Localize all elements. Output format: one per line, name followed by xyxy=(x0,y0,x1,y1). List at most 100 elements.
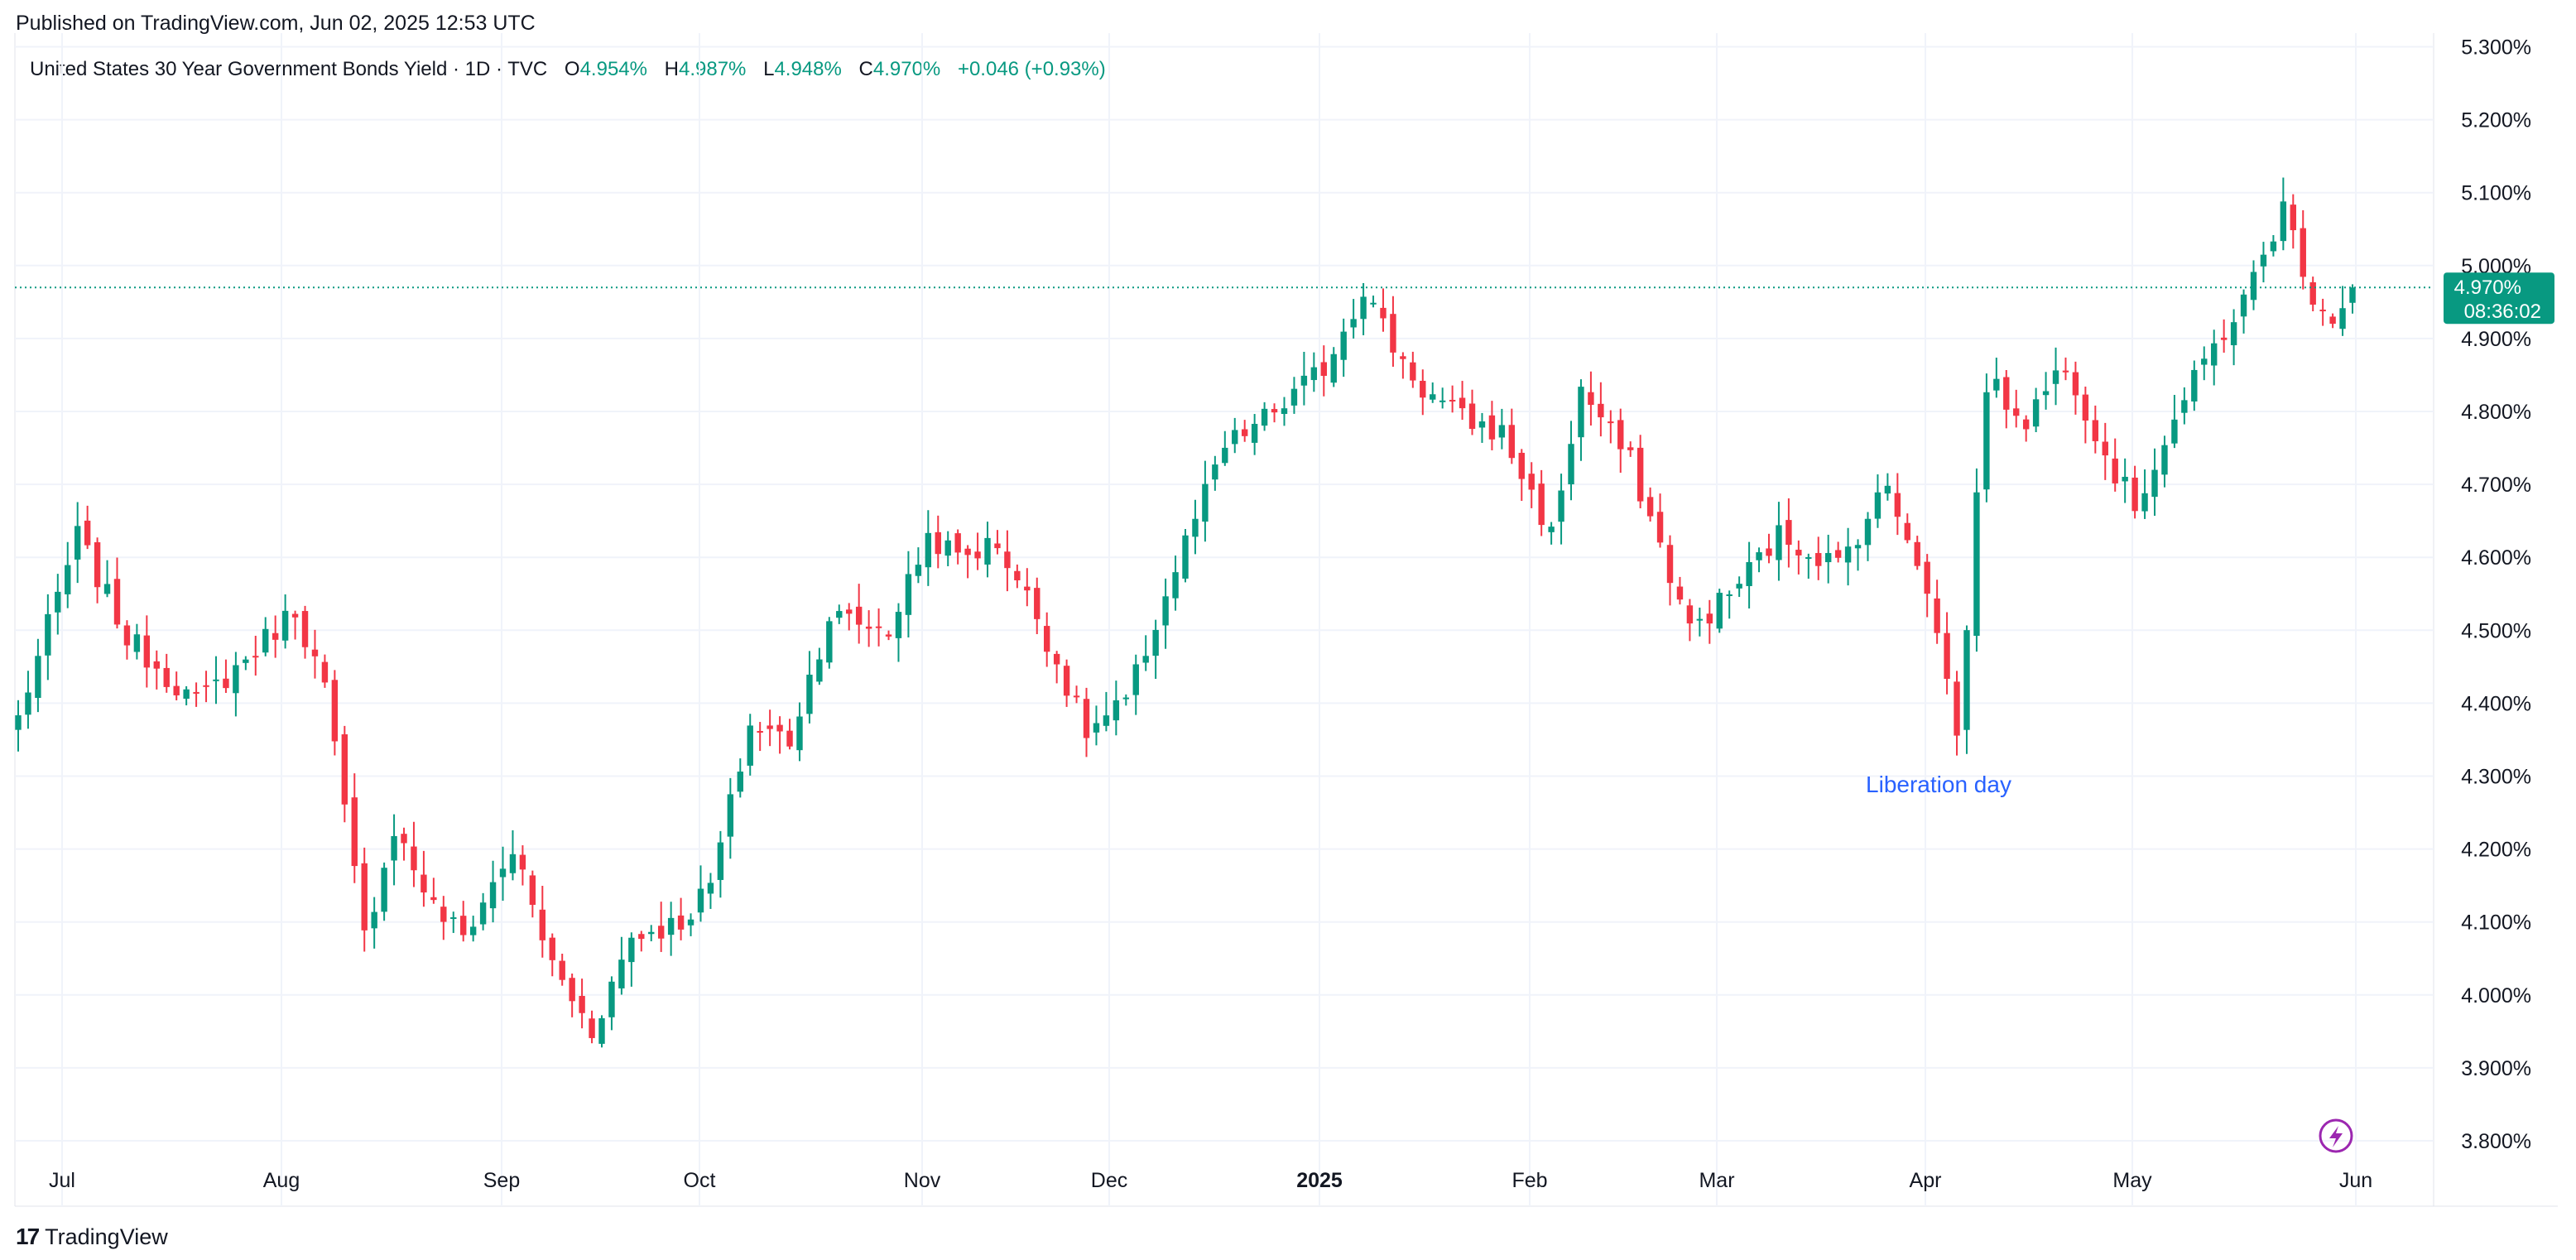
candle-body[interactable] xyxy=(905,574,912,615)
candle-body[interactable] xyxy=(1538,483,1545,526)
candle-body[interactable] xyxy=(638,934,645,940)
candle-body[interactable] xyxy=(499,868,507,878)
candle-body[interactable] xyxy=(1558,490,1564,522)
candle-body[interactable] xyxy=(559,960,565,980)
candle-body[interactable] xyxy=(2250,272,2257,301)
candle-body[interactable] xyxy=(203,685,209,687)
candle-body[interactable] xyxy=(2181,400,2188,413)
candle-body[interactable] xyxy=(2319,310,2326,312)
candle-body[interactable] xyxy=(2062,370,2069,373)
candle-body[interactable] xyxy=(1815,553,1822,566)
candle-body[interactable] xyxy=(776,724,783,732)
candle-body[interactable] xyxy=(430,897,437,901)
candle-body[interactable] xyxy=(1834,550,1842,558)
candle-body[interactable] xyxy=(1420,380,1426,398)
candle-body[interactable] xyxy=(786,730,793,747)
candle-body[interactable] xyxy=(687,919,694,926)
candle-body[interactable] xyxy=(747,725,753,766)
candle-body[interactable] xyxy=(1350,319,1357,328)
candle-body[interactable] xyxy=(1627,447,1634,450)
candle-body[interactable] xyxy=(183,689,190,699)
candle-body[interactable] xyxy=(1093,723,1100,733)
candle-body[interactable] xyxy=(351,797,358,867)
candle-body[interactable] xyxy=(243,659,249,663)
candle-body[interactable] xyxy=(1172,572,1179,599)
candle-body[interactable] xyxy=(262,628,269,653)
candle-body[interactable] xyxy=(974,551,981,559)
candle-body[interactable] xyxy=(2260,254,2267,267)
candle-body[interactable] xyxy=(1983,392,1990,490)
candle-body[interactable] xyxy=(1192,518,1199,537)
candle-body[interactable] xyxy=(915,565,922,576)
candle-body[interactable] xyxy=(223,678,229,689)
candle-body[interactable] xyxy=(489,882,497,909)
candle-body[interactable] xyxy=(895,612,902,638)
candle-body[interactable] xyxy=(1894,493,1901,517)
candle-body[interactable] xyxy=(2280,201,2287,242)
candle-body[interactable] xyxy=(2013,408,2020,416)
candle-body[interactable] xyxy=(509,854,517,873)
candle-body[interactable] xyxy=(1578,387,1584,438)
candle-body[interactable] xyxy=(2102,441,2108,456)
candle-body[interactable] xyxy=(1488,415,1496,440)
candle-body[interactable] xyxy=(1380,307,1387,319)
candle-body[interactable] xyxy=(944,540,951,556)
candle-body[interactable] xyxy=(1716,593,1723,629)
candle-body[interactable] xyxy=(1726,594,1733,596)
candle-body[interactable] xyxy=(2270,241,2277,252)
candle-body[interactable] xyxy=(2191,369,2198,402)
candle-body[interactable] xyxy=(589,1018,595,1038)
candle-body[interactable] xyxy=(2161,445,2168,475)
candle-body[interactable] xyxy=(2052,370,2059,384)
candle-body[interactable] xyxy=(1004,551,1011,569)
candle-body[interactable] xyxy=(1053,653,1060,665)
candle-body[interactable] xyxy=(1459,397,1466,409)
candle-body[interactable] xyxy=(1439,400,1446,402)
candle-body[interactable] xyxy=(233,665,239,694)
candle-body[interactable] xyxy=(1785,520,1792,546)
candle-body[interactable] xyxy=(1212,464,1218,480)
candle-body[interactable] xyxy=(964,548,971,555)
candle-body[interactable] xyxy=(45,613,51,656)
candle-body[interactable] xyxy=(1924,561,1930,594)
candle-body[interactable] xyxy=(1706,613,1713,624)
candle-body[interactable] xyxy=(391,835,397,861)
candle-body[interactable] xyxy=(1034,588,1040,619)
candle-body[interactable] xyxy=(519,854,526,870)
candle-body[interactable] xyxy=(2022,419,2030,430)
candle-body[interactable] xyxy=(1390,314,1396,353)
candle-body[interactable] xyxy=(1360,296,1367,320)
candle-body[interactable] xyxy=(1646,497,1654,517)
candle-body[interactable] xyxy=(1617,420,1624,450)
candle-body[interactable] xyxy=(381,868,387,912)
candle-body[interactable] xyxy=(2201,358,2208,365)
candle-body[interactable] xyxy=(925,532,932,568)
candle-body[interactable] xyxy=(163,667,170,687)
candle-body[interactable] xyxy=(341,733,348,805)
candle-body[interactable] xyxy=(2211,343,2218,366)
candle-body[interactable] xyxy=(25,692,31,715)
candle-body[interactable] xyxy=(2151,469,2158,498)
candle-body[interactable] xyxy=(252,656,259,658)
candle-body[interactable] xyxy=(935,531,941,555)
candle-body[interactable] xyxy=(2003,377,2010,410)
candle-body[interactable] xyxy=(479,902,487,925)
candle-body[interactable] xyxy=(1608,421,1614,424)
candle-body[interactable] xyxy=(1844,546,1852,563)
candle-body[interactable] xyxy=(1330,353,1337,383)
candle-body[interactable] xyxy=(213,679,219,681)
candle-body[interactable] xyxy=(1271,409,1278,413)
candle-body[interactable] xyxy=(569,978,575,1002)
candle-body[interactable] xyxy=(1300,375,1308,386)
candle-body[interactable] xyxy=(361,863,368,931)
candle-body[interactable] xyxy=(846,609,853,614)
candle-body[interactable] xyxy=(2092,420,2099,441)
candle-body[interactable] xyxy=(608,981,615,1017)
candle-body[interactable] xyxy=(1944,632,1950,679)
candle-body[interactable] xyxy=(1696,618,1704,621)
candle-body[interactable] xyxy=(1963,630,1970,730)
candle-body[interactable] xyxy=(1766,548,1772,556)
candle-body[interactable] xyxy=(994,543,1001,549)
candle-body[interactable] xyxy=(1954,681,1960,736)
